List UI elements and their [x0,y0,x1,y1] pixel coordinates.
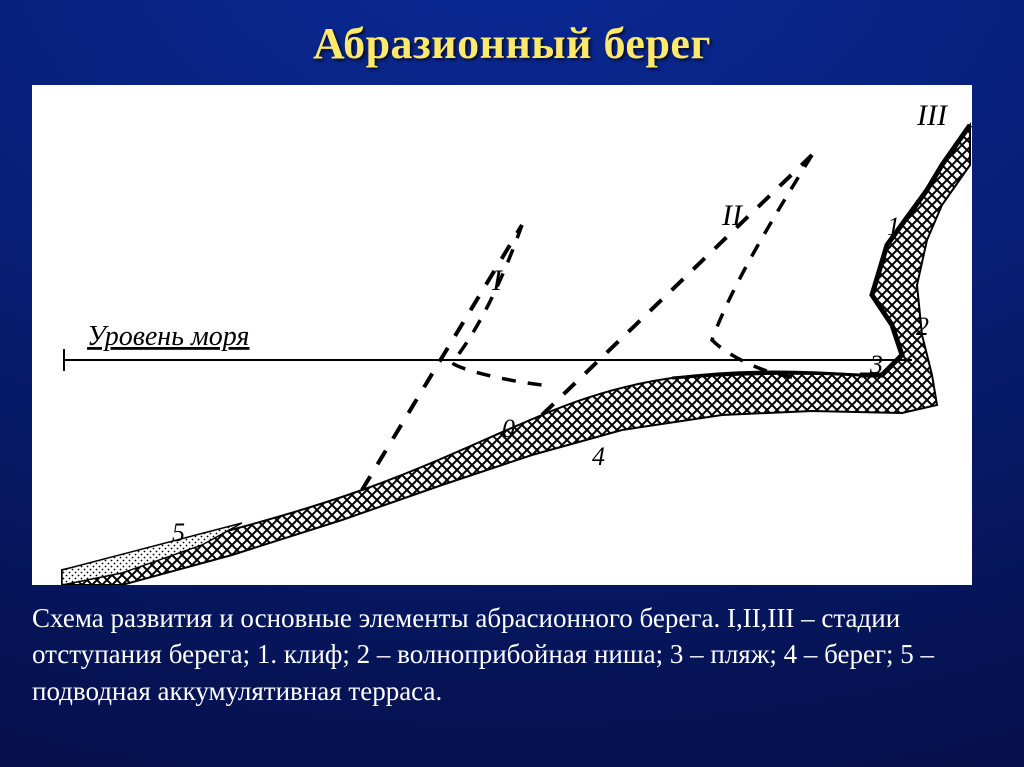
slide: Абразионный берег [0,0,1024,767]
label-3: 3 [869,350,883,379]
label-roman-3: III [916,99,949,132]
label-2: 2 [916,312,929,341]
label-5: 5 [172,518,185,547]
label-roman-2: II [721,199,744,232]
diagram: Уровень моря I II III 1 2 3 4 5 0 [32,85,972,585]
label-1: 1 [887,212,900,241]
label-4: 4 [592,442,605,471]
caption: Схема развития и основные элементы абрас… [32,600,992,709]
label-0: 0 [502,414,515,443]
page-title: Абразионный берег [0,18,1024,69]
label-roman-1: I [491,264,504,297]
bedrock [62,125,970,585]
sea-level-label: Уровень моря [87,321,249,352]
stage-2-down [712,155,812,377]
